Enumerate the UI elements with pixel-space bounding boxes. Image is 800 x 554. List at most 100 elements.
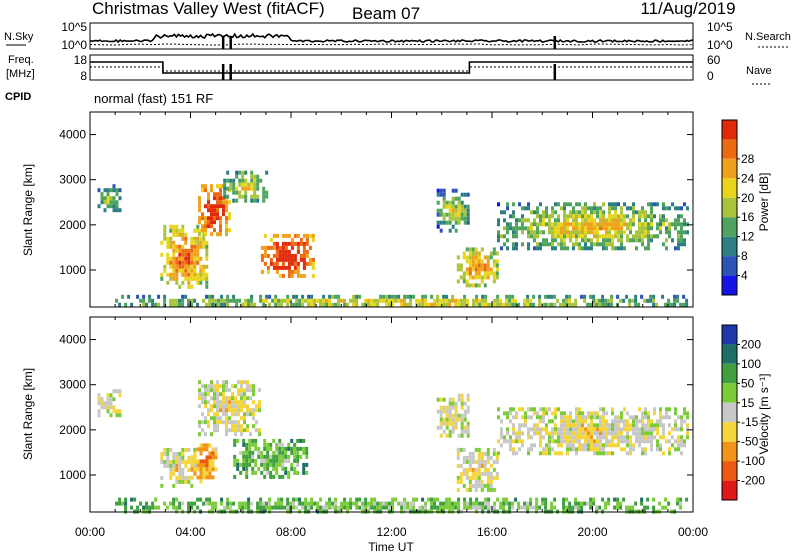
power-cell-1 [175, 276, 179, 281]
velocity-cell-6 [486, 455, 490, 460]
power-cell-1 [184, 240, 188, 245]
velocity-cell-4 [269, 474, 273, 479]
power-cell-7 [512, 210, 515, 215]
velocity-cell-7 [680, 443, 683, 448]
velocity-cell-3 [249, 412, 252, 417]
power-cell-3 [226, 178, 230, 183]
power-cell-8 [451, 298, 455, 303]
power-cell-7 [635, 238, 638, 243]
velocity-cell-3 [240, 380, 243, 385]
freq-trace [90, 61, 693, 80]
power-cell-7 [545, 238, 548, 243]
power-cell-7 [647, 214, 650, 219]
power-cell-2 [207, 200, 210, 205]
velocity-cell-6 [489, 471, 493, 476]
velocity-cell-2 [214, 447, 218, 452]
power-cell-8 [475, 298, 479, 303]
velocity-cell-7 [554, 439, 557, 444]
power-cell-7 [650, 226, 653, 231]
velocity-cell-8 [283, 505, 287, 510]
power-cell-7 [572, 234, 575, 239]
velocity-cell-7 [686, 431, 689, 436]
velocity-cell-2 [202, 475, 206, 480]
power-cell-5 [457, 220, 461, 225]
velocity-cell-4 [275, 466, 279, 471]
velocity-cell-3 [243, 412, 246, 417]
power-cell-2 [210, 204, 213, 209]
velocity-cell-6 [486, 467, 490, 472]
power-cell-2 [210, 216, 213, 221]
power-cell-8 [178, 298, 182, 303]
power-cell-7 [503, 242, 506, 247]
power-cell-7 [647, 238, 650, 243]
velocity-cell-7 [590, 431, 593, 436]
velocity-cell-8 [292, 505, 296, 510]
velocity-cell-8 [280, 505, 284, 510]
power-cell-6 [495, 251, 499, 256]
velocity-cell-7 [659, 443, 662, 448]
power-cell-8 [499, 298, 503, 303]
power-cell-7 [551, 206, 554, 211]
power-cell-7 [620, 218, 623, 223]
power-cell-4 [272, 253, 276, 258]
power-cell-8 [220, 302, 224, 307]
power-cell-7 [515, 246, 518, 251]
velocity-cell-8 [586, 501, 590, 506]
velocity-cell-5 [466, 425, 470, 430]
power-cell-6 [459, 267, 463, 272]
power-cell-1 [169, 264, 173, 269]
velocity-cell-6 [495, 471, 499, 476]
velocity-cell-8 [541, 497, 545, 502]
velocity-cell-8 [640, 501, 644, 506]
power-cell-7 [563, 230, 566, 235]
power-cell-5 [442, 216, 446, 221]
velocity-cell-5 [460, 401, 464, 406]
power-cell-2 [210, 208, 213, 213]
velocity-cell-5 [442, 405, 446, 410]
power-cell-7 [638, 238, 641, 243]
velocity-cell-1 [160, 451, 164, 456]
velocity-cell-6 [471, 467, 475, 472]
velocity-cell-7 [680, 423, 683, 428]
power-cell-8 [514, 302, 518, 307]
velocity-cell-2 [202, 463, 206, 468]
velocity-cell-7 [563, 411, 566, 416]
velocity-cell-8 [529, 505, 533, 510]
velocity-cell-4 [278, 454, 282, 459]
nsky-trace [89, 32, 694, 49]
velocity-cell-7 [644, 439, 647, 444]
velocity-cell-2 [196, 463, 200, 468]
velocity-cell-5 [451, 417, 455, 422]
velocity-cell-4 [281, 474, 285, 479]
power-cell-4 [266, 245, 270, 250]
power-cell-7 [587, 218, 590, 223]
velocity-cell-7 [551, 431, 554, 436]
velocity-cell-7 [575, 407, 578, 412]
velocity-cell-7 [674, 423, 677, 428]
velocity-cell-7 [677, 447, 680, 452]
power-cell-2 [207, 216, 210, 221]
power-cell-4 [275, 245, 279, 250]
velocity-cell-7 [602, 443, 605, 448]
velocity-colorbar-label: Velocity [m s⁻¹] [757, 373, 771, 454]
velocity-cell-8 [463, 505, 467, 510]
velocity-cell-3 [234, 432, 237, 437]
power-cell-7 [539, 222, 542, 227]
power-cell-7 [638, 226, 641, 231]
power-cell-6 [468, 271, 472, 276]
velocity-cell-8 [493, 505, 497, 510]
velocity-cell-4 [275, 442, 279, 447]
power-cell-1 [190, 284, 194, 289]
velocity-cell-3 [231, 408, 234, 413]
velocity-cell-3 [243, 396, 246, 401]
velocity-cell-4 [254, 438, 258, 443]
power-cell-1 [193, 228, 197, 233]
power-cell-8 [364, 298, 368, 303]
velocity-cell-3 [225, 424, 228, 429]
velocity-cell-8 [451, 501, 455, 506]
velocity-cell-7 [629, 423, 632, 428]
power-cell-2 [219, 192, 222, 197]
power-cell-7 [602, 214, 605, 219]
power-cell-4 [293, 241, 297, 246]
power-cell-1 [169, 256, 173, 261]
